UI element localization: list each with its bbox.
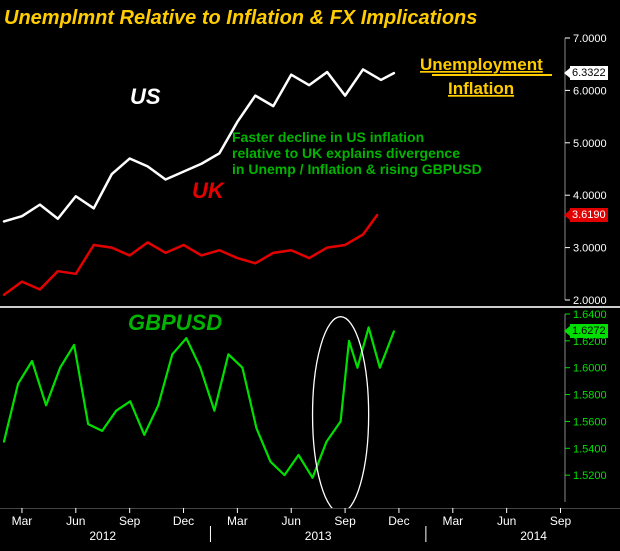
xaxis-year-label: 2012 <box>89 529 116 543</box>
xaxis-year-label: 2013 <box>305 529 332 543</box>
top-panel: 2.00003.00004.00005.00006.00007.0000 US … <box>0 30 620 308</box>
xaxis-month-label: Sep <box>334 514 356 528</box>
bottom-ytick-label: 1.5600 <box>573 416 607 428</box>
uk-series-label: UK <box>192 178 226 203</box>
xaxis-year-label: 2014 <box>520 529 547 543</box>
legend-inflation: Inflation <box>448 79 514 98</box>
xaxis-month-label: Dec <box>173 514 194 528</box>
xaxis-month-label: Jun <box>282 514 301 528</box>
current-value-badge: 1.6272 <box>570 324 608 338</box>
xaxis-month-label: Mar <box>227 514 248 528</box>
top-ytick-label: 3.0000 <box>573 243 607 255</box>
xaxis-month-label: Sep <box>119 514 141 528</box>
gbpusd-series-label: GBPUSD <box>128 310 222 335</box>
xaxis-month-label: Jun <box>66 514 85 528</box>
chart-title: Unemplmnt Relative to Inflation & FX Imp… <box>4 7 477 29</box>
xaxis-month-label: Mar <box>12 514 33 528</box>
annotation-line-3: in Unemp / Inflation & rising GBPUSD <box>232 161 482 177</box>
top-ytick-label: 5.0000 <box>573 138 607 150</box>
badge-pointer <box>564 210 570 220</box>
top-ytick-label: 4.0000 <box>573 190 607 202</box>
badge-pointer <box>564 68 570 78</box>
annotation-line-2: relative to UK explains divergence <box>232 145 460 161</box>
xaxis-month-label: Sep <box>550 514 572 528</box>
current-value-badge: 6.3322 <box>570 66 608 80</box>
xaxis-ticks: MarJunSepDecMarJunSepDecMarJunSep2012201… <box>0 508 620 543</box>
legend-unemployment: Unemployment <box>420 55 543 74</box>
annotation-line-1: Faster decline in US inflation <box>232 129 424 145</box>
title-region: Unemplmnt Relative to Inflation & FX Imp… <box>0 2 620 32</box>
bottom-plot-area <box>4 314 565 502</box>
bottom-ytick-label: 1.6000 <box>573 363 607 375</box>
top-ytick-label: 2.0000 <box>573 295 607 307</box>
us-series-label: US <box>130 84 161 109</box>
bottom-ytick-label: 1.6400 <box>573 309 607 321</box>
bottom-ytick-label: 1.5200 <box>573 470 607 482</box>
top-ytick-label: 6.0000 <box>573 85 607 97</box>
bottom-ytick-label: 1.5400 <box>573 443 607 455</box>
badge-pointer <box>564 326 570 336</box>
xaxis-month-label: Dec <box>388 514 409 528</box>
top-ytick-label: 7.0000 <box>573 33 607 45</box>
xaxis-month-label: Jun <box>497 514 516 528</box>
current-value-badge: 3.6190 <box>570 208 608 222</box>
chart-container: Unemplmnt Relative to Inflation & FX Imp… <box>0 0 620 551</box>
xaxis-month-label: Mar <box>442 514 463 528</box>
bottom-panel: 1.52001.54001.56001.58001.60001.62001.64… <box>0 308 620 508</box>
xaxis-region: MarJunSepDecMarJunSepDecMarJunSep2012201… <box>0 508 620 551</box>
legend-divider <box>432 74 552 76</box>
bottom-ytick-label: 1.5800 <box>573 390 607 402</box>
